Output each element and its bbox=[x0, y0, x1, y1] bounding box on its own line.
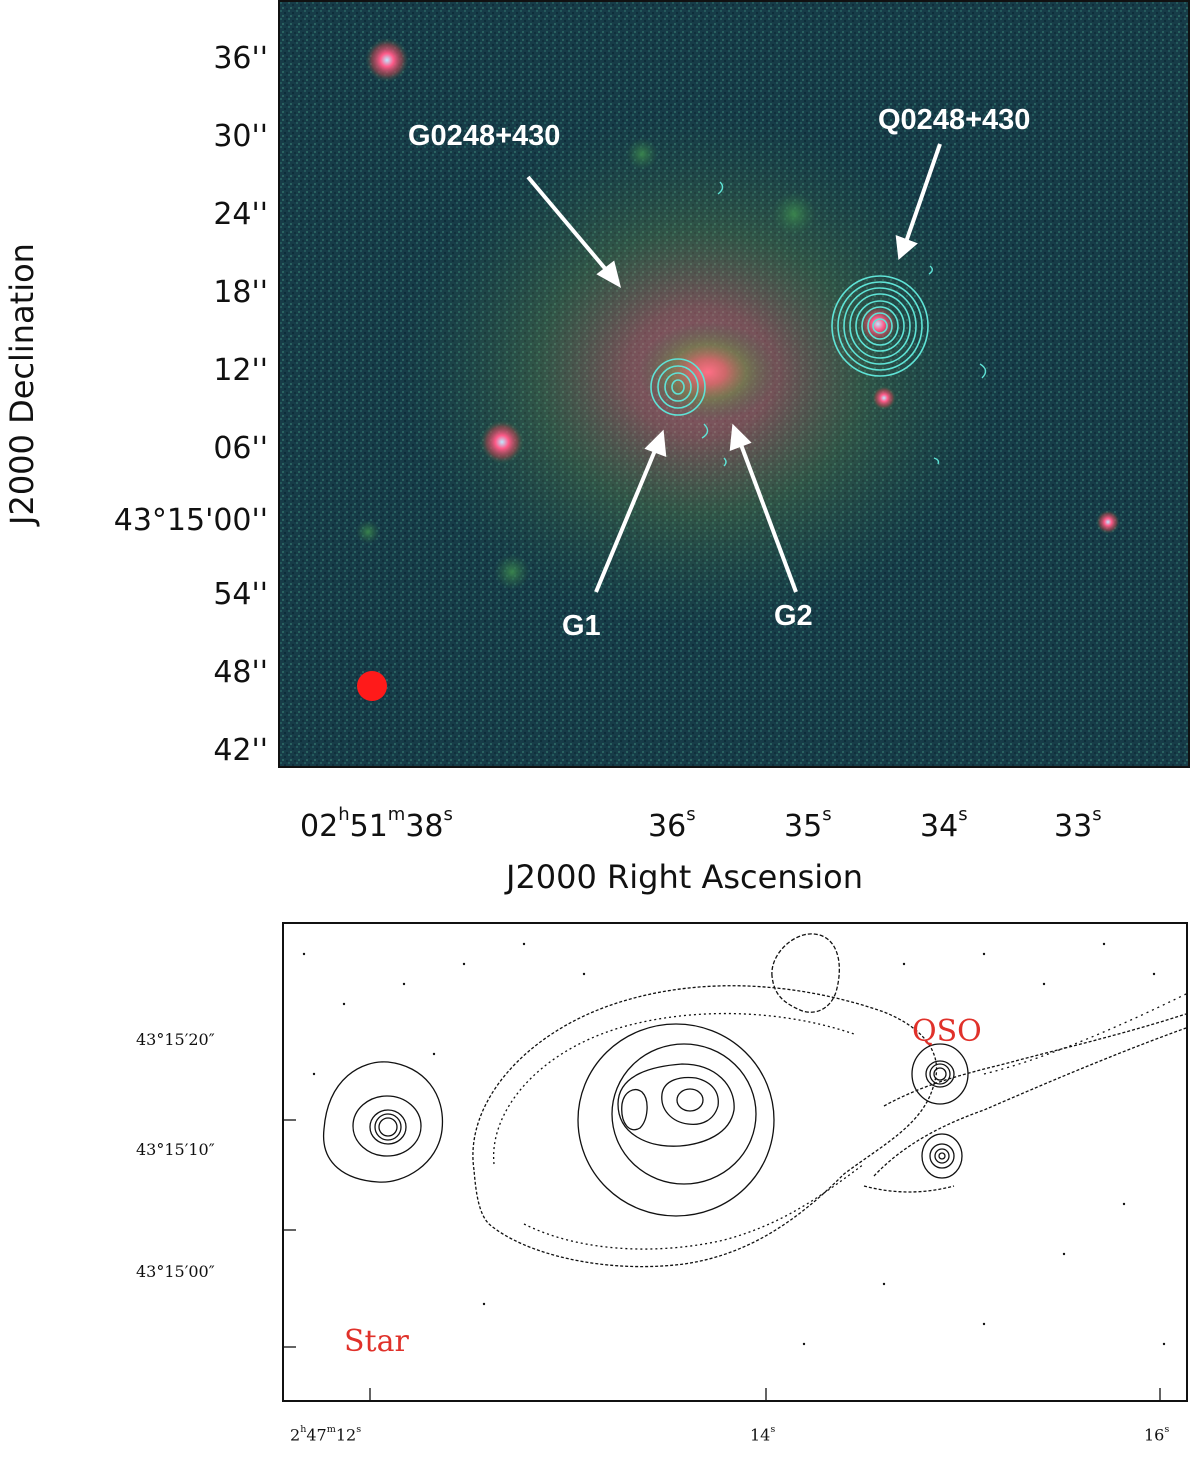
ra-tick-label: 33s bbox=[1054, 804, 1102, 845]
dec-tick-label: 54'' bbox=[213, 577, 268, 612]
galaxy-outer-contour bbox=[472, 985, 938, 1268]
dec-tick-label: 42'' bbox=[213, 733, 268, 768]
x-axis-title: J2000 Right Ascension bbox=[506, 858, 864, 896]
quasar-label: Q0248+430 bbox=[878, 104, 1031, 136]
radio-optical-overlay-image: G0248+430 Q0248+430 G1 G2 bbox=[278, 0, 1190, 768]
beam-ellipse bbox=[357, 671, 387, 701]
g2-label: G2 bbox=[774, 600, 813, 632]
quasar-radio-contours bbox=[831, 275, 929, 377]
galaxy-label: G0248+430 bbox=[408, 120, 561, 152]
axis-ticks bbox=[284, 1119, 1161, 1400]
ra-tick-label: 36s bbox=[648, 804, 696, 845]
annotation-arrows bbox=[526, 143, 942, 593]
ra-tick-label: 16s bbox=[1144, 1424, 1170, 1445]
ra-tick-label: 34s bbox=[920, 804, 968, 845]
contour-svg bbox=[284, 933, 1186, 1400]
dec-tick-label: 12'' bbox=[213, 353, 268, 388]
quasar-source bbox=[858, 304, 898, 344]
stray-contours bbox=[701, 181, 987, 467]
dec-tick-label: 43°15′20″ bbox=[136, 1030, 215, 1049]
dec-tick-label: 36'' bbox=[213, 41, 268, 76]
dec-tick-label: 24'' bbox=[213, 197, 268, 232]
dec-tick-label: 06'' bbox=[213, 431, 268, 466]
ra-tick-label: 14s bbox=[750, 1424, 776, 1445]
g1-label: G1 bbox=[562, 610, 601, 642]
faint-source bbox=[626, 138, 658, 170]
dec-tick-label: 48'' bbox=[213, 655, 268, 690]
g1-radio-contours bbox=[650, 358, 706, 416]
star-label: Star bbox=[344, 1324, 409, 1359]
tidal-stream-contours bbox=[863, 993, 1186, 1193]
qso-label: QSO bbox=[912, 1014, 982, 1049]
optical-contour-map: QSO Star bbox=[282, 922, 1188, 1402]
galaxy-core bbox=[638, 322, 778, 422]
dec-tick-label: 30'' bbox=[213, 119, 268, 154]
ra-tick-label: 2h47m12s bbox=[290, 1424, 362, 1445]
ra-tick-label: 02h51m38s bbox=[300, 804, 453, 845]
dec-tick-label: 43°15'00'' bbox=[113, 503, 268, 538]
galaxy-inner-contours bbox=[577, 1023, 775, 1217]
faint-source bbox=[772, 192, 816, 236]
star-source bbox=[1096, 510, 1120, 534]
top-blob-contour bbox=[771, 933, 840, 1013]
sky-image-svg bbox=[280, 2, 1188, 766]
star-source bbox=[872, 386, 896, 410]
dec-tick-label: 43°15′10″ bbox=[136, 1140, 215, 1159]
dec-tick-label: 43°15′00″ bbox=[136, 1262, 215, 1281]
dec-tick-label: 18'' bbox=[213, 275, 268, 310]
faint-source bbox=[356, 520, 380, 544]
qso-contours bbox=[911, 1043, 969, 1105]
star-contours bbox=[323, 1061, 444, 1183]
faint-source bbox=[494, 554, 530, 590]
companion-contours bbox=[921, 1133, 963, 1179]
star-source bbox=[365, 38, 409, 82]
ra-tick-label: 35s bbox=[784, 804, 832, 845]
noise-specks bbox=[302, 942, 1166, 1346]
star-source bbox=[480, 420, 524, 464]
